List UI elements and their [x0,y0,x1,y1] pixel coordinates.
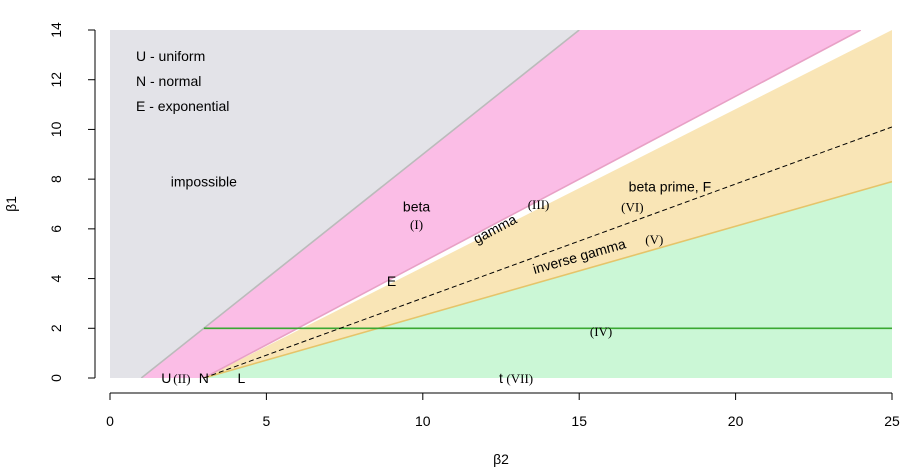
y-tick-label: 4 [48,274,64,282]
legend-entry: E - exponential [136,98,229,114]
region-impossible [110,30,580,378]
x-tick-label: 5 [263,413,271,429]
y-tick-label: 6 [48,225,64,233]
boundary-lines [140,30,892,378]
annotation-logistic-point: L [237,370,245,386]
axes: 0 5 10 15 20 25 0 2 4 6 8 10 12 14 [48,22,900,429]
legend: U - uniform N - normal E - exponential [136,48,229,114]
line-inverse-gamma-V [203,180,892,378]
y-tick-label: 14 [48,22,64,38]
region-beta [141,30,861,378]
line-gamma-III [203,30,862,378]
region-upper-mid [203,30,892,378]
annotation-inverse-gamma-roman: (V) [645,232,663,247]
annotation-beta-roman: (I) [410,217,423,232]
annotation-beta-prime: beta prime, F [629,179,711,195]
x-tick-label: 10 [415,413,431,429]
annotation-beta: beta [403,198,430,214]
annotation-t-roman: (VII) [506,371,533,386]
x-tick-label: 20 [728,413,744,429]
annotation-gamma-roman: (III) [528,197,550,212]
x-tick-label: 25 [884,413,900,429]
annotation-uniform-point: U [161,370,171,386]
regions [110,30,892,378]
annotation-beta-prime-roman: (VI) [621,199,643,214]
annotation-type-iv: (IV) [590,324,612,339]
y-tick-label: 2 [48,324,64,332]
annotation-uniform-roman: (II) [173,371,190,386]
legend-entry: N - normal [136,73,201,89]
x-tick-label: 15 [571,413,587,429]
line-impossible-boundary [140,30,580,378]
annotation-t-point: t [499,370,503,386]
y-tick-label: 12 [48,72,64,88]
x-tick-label: 0 [106,413,114,429]
y-tick-label: 0 [48,374,64,382]
y-axis-label: β1 [3,196,19,212]
annotation-exponential-point: E [387,273,396,289]
legend-entry: U - uniform [136,48,205,64]
x-axis-label: β2 [493,451,509,467]
annotation-normal-point: N [199,370,209,386]
y-tick-label: 8 [48,175,64,183]
annotation-impossible: impossible [171,174,237,190]
y-tick-label: 10 [48,121,64,137]
line-beta-prime-dashed [203,126,892,378]
